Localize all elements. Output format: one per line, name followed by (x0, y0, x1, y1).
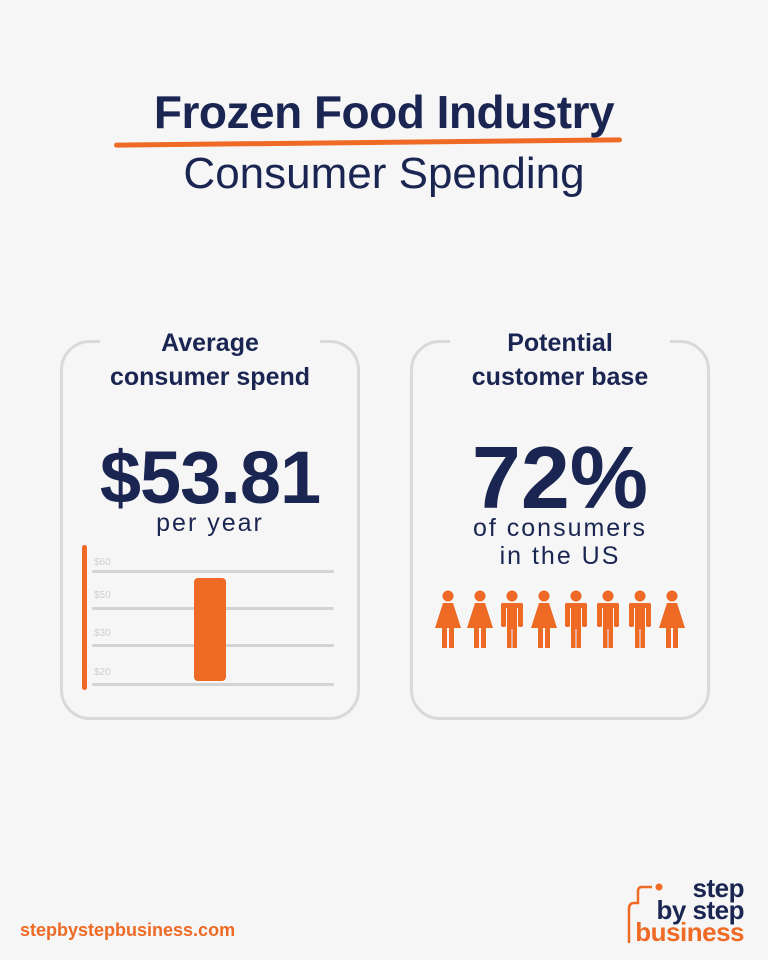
average-spend-card: Average consumer spend $53.81 per year $… (60, 329, 360, 720)
tick-label: $30 (94, 628, 111, 639)
header: Frozen Food Industry Consumer Spending (0, 84, 768, 202)
male-person-icon (597, 590, 619, 648)
spend-bar-chart: $60 $50 $30 $20 (82, 545, 334, 690)
brand-logo: step by step business (624, 873, 745, 947)
gridline (92, 570, 334, 573)
female-person-icon (659, 590, 685, 648)
spend-caption: per year (156, 509, 264, 537)
customer-caption-line1: of consumers (472, 514, 648, 542)
gridline (92, 683, 334, 686)
logo-text-step: step (692, 873, 745, 903)
logo-text-business: business (635, 917, 744, 947)
male-person-icon (565, 590, 587, 648)
customer-base-value: 72% (471, 428, 649, 527)
card-heading: Potential customer base (471, 329, 649, 391)
spend-bar (194, 578, 226, 681)
logo-text-by-step: by step (656, 895, 744, 925)
page-title: Frozen Food Industry (153, 86, 615, 138)
logo-step-path-icon (627, 883, 663, 943)
chart-axis (82, 545, 87, 690)
male-person-icon (501, 590, 523, 648)
female-person-icon (531, 590, 557, 648)
customer-caption-line2: in the US (499, 542, 621, 570)
spend-value: $53.81 (99, 436, 321, 519)
footer-url-link[interactable]: stepbystepbusiness.com (20, 920, 236, 940)
female-person-icon (435, 590, 461, 648)
tick-label: $20 (94, 667, 111, 678)
customer-base-card: Potential customer base 72% of consumers… (410, 329, 710, 720)
male-person-icon (629, 590, 651, 648)
female-person-icon (467, 590, 493, 648)
page-subtitle: Consumer Spending (183, 149, 585, 198)
people-icons (434, 590, 686, 650)
card-heading: Average consumer spend (109, 329, 311, 391)
tick-label: $60 (94, 557, 111, 568)
tick-label: $50 (94, 590, 111, 601)
